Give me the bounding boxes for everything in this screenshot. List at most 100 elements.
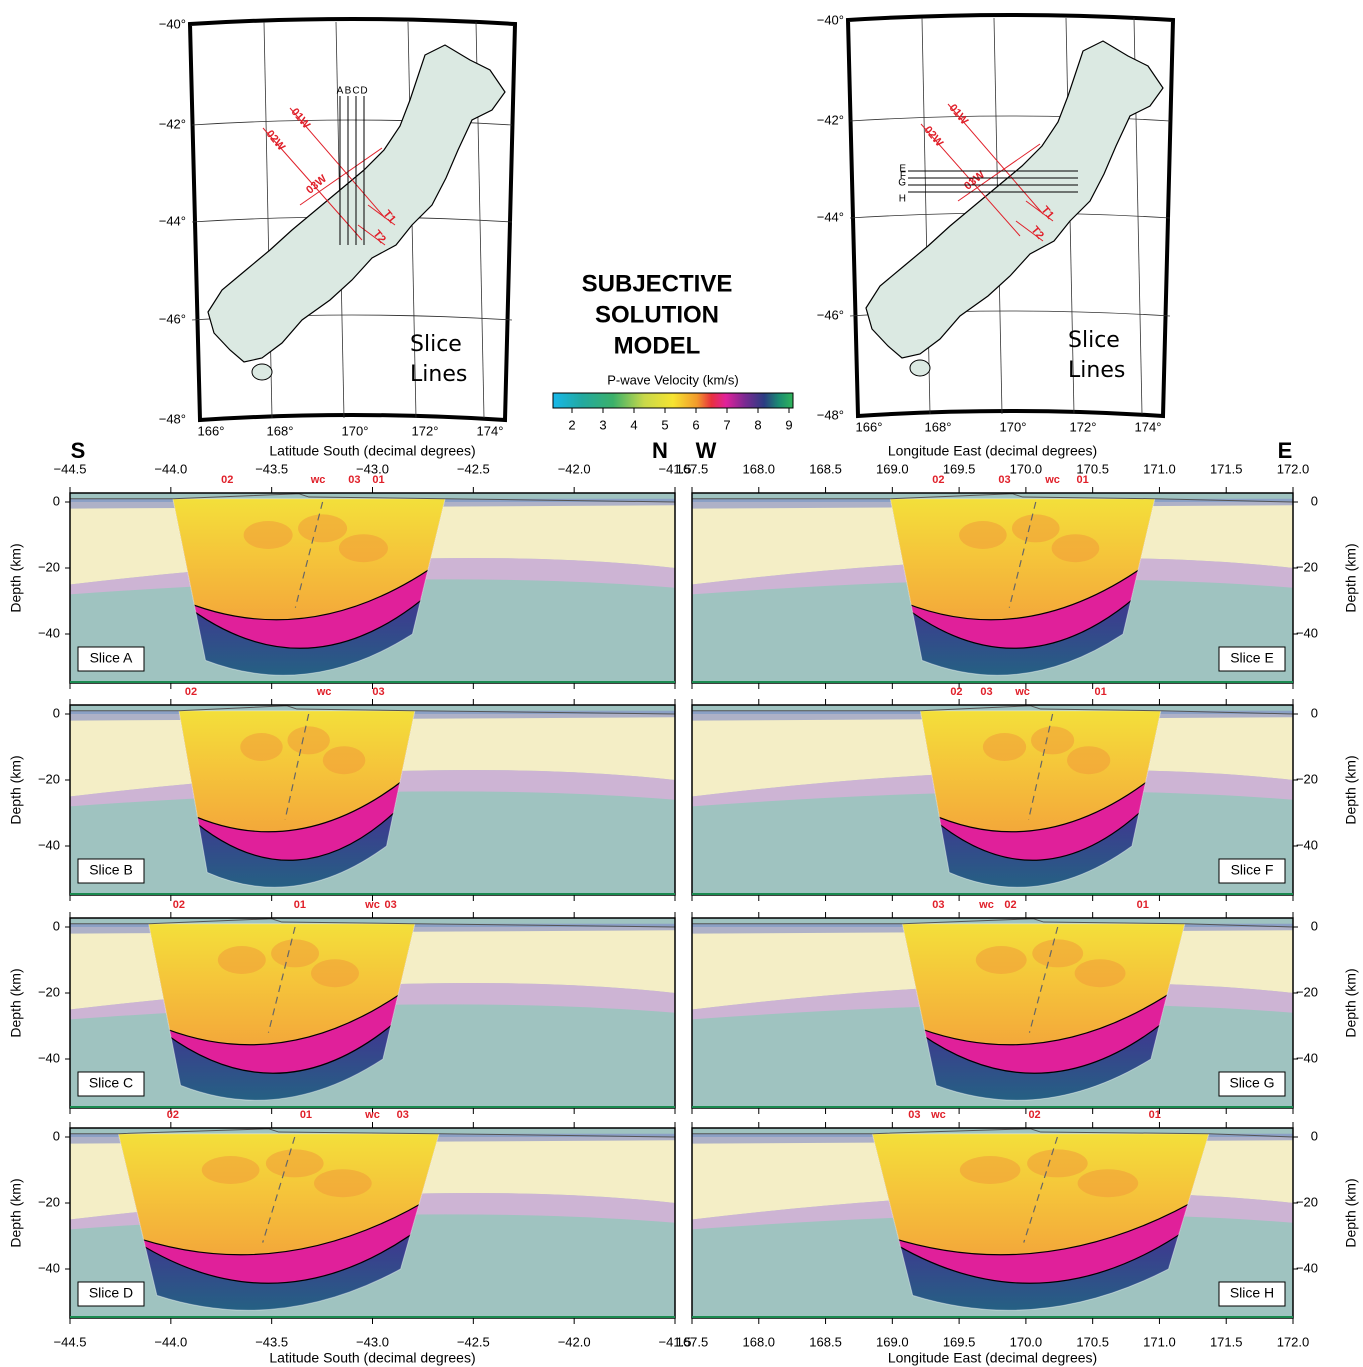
x-tick-label-bottom: −42.0 [558, 1334, 591, 1349]
sediment [148, 923, 415, 1045]
x-tick-label-bottom: −43.0 [356, 1334, 389, 1349]
topography [70, 1128, 675, 1138]
x-tick-label-bottom: −42.5 [457, 1334, 490, 1349]
section-panel: 0 −20 −40 Depth (km) Slice C 02 01 wc 03 [8, 899, 676, 1114]
x-tick-label-bottom: 169.5 [943, 1334, 976, 1349]
y-tick-label: 0 [1311, 1128, 1318, 1143]
profile-marker: 01 [372, 474, 384, 486]
anomaly [338, 534, 388, 563]
magenta-layer [148, 978, 415, 1074]
profile-marker: wc [364, 1109, 380, 1121]
section-panel: 0 −20 −40 Depth (km) Slice H 03 wc 02 01 [691, 1109, 1359, 1324]
colorbar-tick-label: 6 [692, 417, 699, 432]
map-note: Slice [1068, 328, 1120, 353]
x-tick-label-bottom: 167.5 [676, 1334, 709, 1349]
profile-marker: 02 [1004, 899, 1016, 911]
topography [692, 493, 1293, 503]
y-tick-label: 0 [1311, 705, 1318, 720]
anomaly [313, 1169, 372, 1198]
trough [890, 498, 1155, 676]
x-tick-label-bottom: 172.0 [1277, 1334, 1310, 1349]
y-axis-label: Depth (km) [8, 755, 24, 824]
anomaly [1067, 746, 1111, 775]
x-axis-label-top: Longitude East (decimal degrees) [888, 443, 1097, 459]
profile-marker: 03 [998, 474, 1010, 486]
island [909, 359, 931, 377]
x-tick-label-top: 171.0 [1143, 461, 1176, 476]
y-axis-label: Depth (km) [1343, 755, 1359, 824]
x-tick-label-top: −44.0 [154, 461, 187, 476]
panel-body [70, 705, 675, 895]
section-panel: 0 −20 −40 Depth (km) Slice G 03 wc 02 01 [691, 899, 1359, 1114]
anomaly [243, 521, 293, 549]
profile-marker: 03 [908, 1109, 920, 1121]
anomaly [265, 1149, 324, 1178]
x-tick-label-bottom: 171.0 [1143, 1334, 1176, 1349]
x-tick-label-bottom: 168.0 [743, 1334, 776, 1349]
anomaly [982, 733, 1027, 761]
slice-label-box [77, 858, 145, 884]
y-tick-label: −40 [1296, 625, 1318, 640]
anomaly [1032, 939, 1084, 968]
slice-letter: C [352, 86, 359, 97]
profile-marker: 02 [173, 899, 185, 911]
anomaly [1027, 1149, 1088, 1178]
x-tick-label-top: 170.0 [1010, 461, 1043, 476]
y-tick-label: 0 [53, 493, 60, 508]
profile-marker: wc [364, 899, 380, 911]
profile-marker: wc [930, 1109, 946, 1121]
fault-trace [1023, 1136, 1058, 1243]
profile-line [947, 103, 1044, 215]
profile-marker: 02 [221, 474, 233, 486]
y-axis-label: Depth (km) [8, 543, 24, 612]
profile-marker: 01 [1077, 474, 1089, 486]
lat-label: −42° [817, 112, 844, 127]
fault-trace [1027, 713, 1054, 820]
profile-marker: 02 [950, 686, 962, 698]
map: −40° −42° −44° −46° −48° 166° 168° 170° 172° 174°… [159, 16, 518, 438]
anomaly [959, 521, 1007, 549]
slice-letter: B [345, 86, 352, 97]
anomaly [1051, 534, 1100, 563]
slice-label: Slice A [90, 650, 133, 666]
topography [70, 918, 675, 928]
lat-label: −40° [817, 12, 844, 27]
profile-marker: 02 [167, 1109, 179, 1121]
x-tick-label-top: 167.5 [676, 461, 709, 476]
trough [920, 710, 1161, 888]
profile-marker: 03 [932, 899, 944, 911]
y-tick-label: 0 [53, 1128, 60, 1143]
profile-line [1025, 200, 1054, 222]
y-tick-label: −20 [1296, 771, 1318, 786]
sediment [118, 1133, 440, 1255]
y-tick-label: −40 [38, 1050, 60, 1065]
fault-trace [1028, 926, 1059, 1033]
profile-marker: 01 [1095, 686, 1107, 698]
slice-letter: E [899, 164, 906, 175]
sediment [902, 923, 1185, 1045]
slice-label-box [77, 1281, 145, 1307]
topography [70, 493, 675, 503]
x-tick-label-top: −44.5 [54, 461, 87, 476]
map-note: Slice [410, 332, 462, 357]
fault-trace [267, 926, 296, 1033]
section-end: S [71, 438, 86, 463]
lon-label: 168° [267, 423, 294, 438]
profile-marker: 03 [980, 686, 992, 698]
profile-line [357, 224, 386, 246]
anomaly [1074, 959, 1126, 988]
title-line: SOLUTION [595, 301, 719, 328]
slice-letter: G [898, 178, 906, 189]
outline [117, 1133, 440, 1311]
slice-label-box [1218, 1071, 1286, 1097]
anomaly [322, 746, 366, 775]
section-panel: 0 −20 −40 Depth (km) Slice F 02 03 wc 01 [691, 686, 1359, 901]
title-line: SUBJECTIVE [582, 270, 733, 297]
x-tick-label-bottom: −44.5 [54, 1334, 87, 1349]
x-tick-label-bottom: 170.0 [1010, 1334, 1043, 1349]
anomaly [959, 1156, 1021, 1184]
anomaly [287, 726, 330, 755]
outline [178, 710, 416, 888]
profile-marker: wc [316, 686, 332, 698]
